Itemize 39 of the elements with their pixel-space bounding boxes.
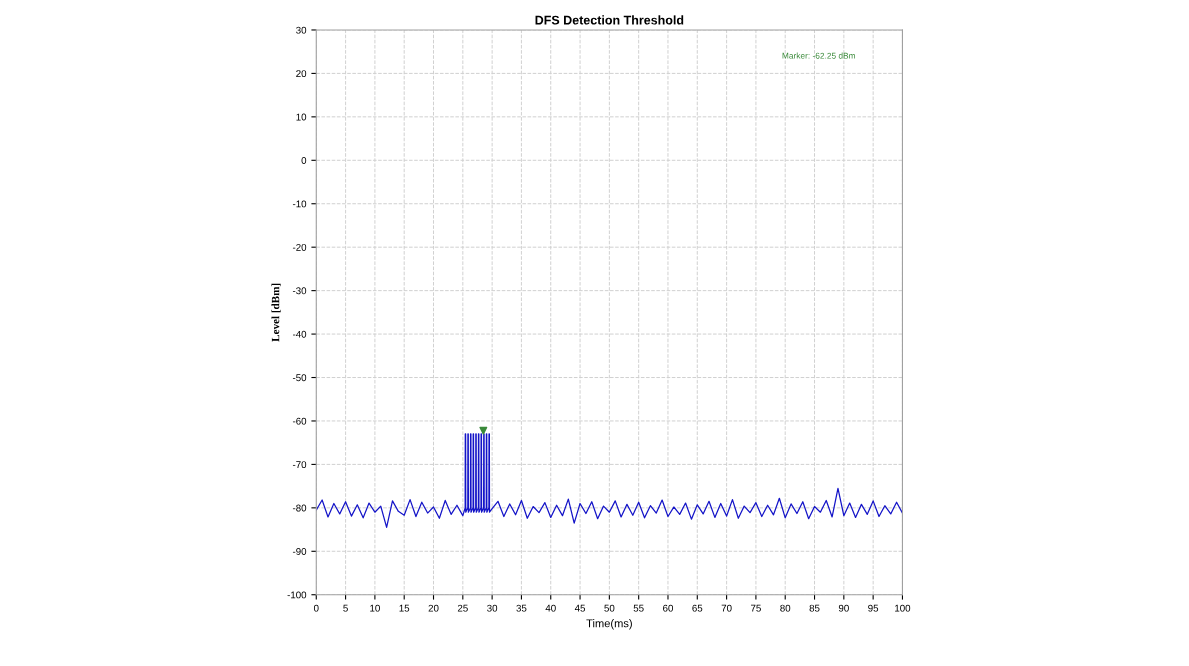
x-tick-label: 15 xyxy=(399,604,410,612)
x-tick-label: 0 xyxy=(313,604,319,612)
x-tick-label: 75 xyxy=(751,604,761,612)
y-tick-label: 0 xyxy=(301,157,307,164)
y-tick-label: -70 xyxy=(292,461,307,469)
y-tick-label: -90 xyxy=(292,548,307,555)
y-tick-label: -50 xyxy=(292,374,307,382)
x-tick-label: 30 xyxy=(487,604,498,612)
y-tick-label: -100 xyxy=(287,591,307,599)
x-tick-label: 20 xyxy=(428,604,439,612)
x-tick-label: 40 xyxy=(545,604,556,612)
y-tick-label: -60 xyxy=(292,417,307,425)
y-axis-title: Level [dBm] xyxy=(271,283,281,342)
x-tick-label: 95 xyxy=(868,604,879,612)
y-tick-label: 20 xyxy=(296,70,307,78)
x-tick-label: 70 xyxy=(721,604,732,612)
y-tick-label: -80 xyxy=(292,504,307,512)
x-tick-label: 65 xyxy=(692,604,703,612)
x-axis-title: Time(ms) xyxy=(586,619,632,630)
y-tick-label: 30 xyxy=(296,26,307,34)
x-tick-label: 100 xyxy=(895,604,911,612)
y-tick-label: -10 xyxy=(292,200,307,208)
x-tick-label: 55 xyxy=(633,604,644,612)
x-tick-label: 25 xyxy=(457,604,468,612)
x-tick-label: 5 xyxy=(343,604,348,612)
y-tick-label: 10 xyxy=(296,113,307,121)
x-tick-label: 85 xyxy=(809,604,820,612)
x-tick-label: 35 xyxy=(516,604,527,612)
x-tick-label: 80 xyxy=(780,604,791,612)
x-tick-label: 90 xyxy=(838,604,849,612)
y-tick-label: -40 xyxy=(292,330,307,338)
x-tick-label: 45 xyxy=(574,604,586,612)
x-tick-label: 60 xyxy=(663,604,674,612)
y-tick-label: -20 xyxy=(292,243,307,251)
x-tick-label: 50 xyxy=(604,604,615,612)
annotation: Marker: -62.25 dBm xyxy=(782,52,856,59)
y-tick-label: -30 xyxy=(292,287,307,295)
x-tick-label: 10 xyxy=(370,604,380,612)
chart-title: DFS Detection Threshold xyxy=(535,15,684,25)
